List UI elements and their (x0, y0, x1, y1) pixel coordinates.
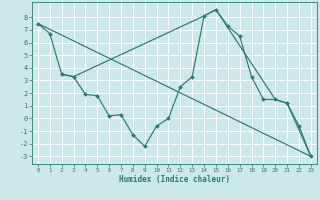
X-axis label: Humidex (Indice chaleur): Humidex (Indice chaleur) (119, 175, 230, 184)
